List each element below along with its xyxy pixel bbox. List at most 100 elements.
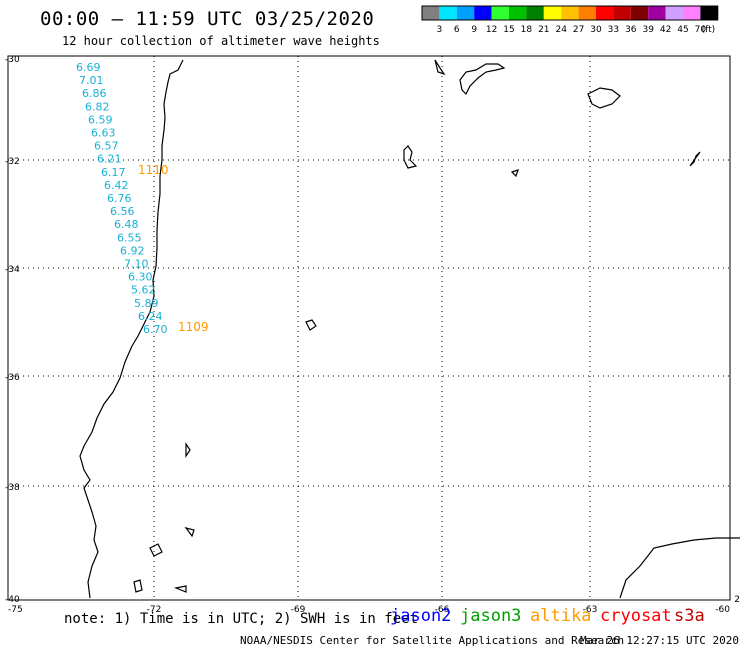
longitude-label: -63 [583, 605, 598, 615]
wave-height-value: 6.76 [107, 192, 132, 205]
landmass-right [619, 537, 740, 599]
legend-tick-label: 42 [660, 25, 671, 35]
longitude-label: -66 [435, 605, 450, 615]
legend-tick-label: 15 [503, 25, 514, 35]
longitude-label: -72 [147, 605, 162, 615]
wave-height-value: 6.17 [101, 166, 126, 179]
island-7 [305, 319, 317, 331]
legend-swatch [683, 6, 701, 20]
pass-time-label: 1110 [138, 163, 169, 177]
legend-swatch [509, 6, 527, 20]
wave-height-value: 6.42 [104, 179, 129, 192]
pass-time-label: 1109 [178, 320, 209, 334]
legend-tick-label: 30 [590, 25, 602, 35]
legend-tick-label: 18 [521, 25, 533, 35]
wave-height-value: 6.70 [143, 323, 168, 336]
legend-swatch [578, 6, 596, 20]
legend-swatch [422, 6, 440, 20]
latitude-label: -40 [5, 595, 20, 605]
legend-swatch [526, 6, 544, 20]
chile-coastline [79, 59, 184, 599]
island-6 [689, 151, 701, 167]
legend-tick-label: 27 [573, 25, 584, 35]
wave-height-value: 7.01 [79, 74, 104, 87]
island-8 [185, 442, 191, 458]
chart-subtitle: 12 hour collection of altimeter wave hei… [62, 34, 380, 48]
island-4 [403, 145, 418, 169]
wave-height-value: 5.89 [134, 297, 159, 310]
island-2 [459, 63, 506, 96]
coastline [79, 59, 740, 599]
wave-height-value: 6.69 [76, 61, 101, 74]
latitude-label: -32 [5, 157, 20, 167]
legend-tick-label: 33 [608, 25, 619, 35]
wave-height-value: 6.57 [94, 140, 119, 153]
legend-swatch [700, 6, 718, 20]
legend-tick-label: 70 [695, 25, 707, 35]
map-border [7, 55, 731, 601]
island-11 [173, 585, 187, 593]
longitude-label: -75 [8, 605, 23, 615]
color-scale-legend: 3 6 9 12 15 18 21 24 27 30 33 36 39 42 45 70(ft) [421, 5, 719, 35]
legend-border [421, 5, 719, 21]
satellite-s3a: s3a [674, 606, 705, 626]
island-12 [133, 579, 143, 593]
legend-tick-label: 24 [555, 25, 567, 35]
legend-swatch [474, 6, 492, 20]
legend-tick-label: 12 [486, 25, 497, 35]
pass-time-labels: 1110 1109 [138, 163, 209, 334]
island-1 [434, 59, 446, 76]
legend-tick-label: 45 [677, 25, 688, 35]
latitude-label: -38 [5, 483, 20, 493]
wave-height-value: 6.86 [82, 87, 107, 100]
satellite-jason3: jason3 [460, 606, 522, 626]
generated-timestamp: Mar 26 12:27:15 UTC 2020 [580, 634, 739, 647]
chart-title: 00:00 – 11:59 UTC 03/25/2020 [40, 8, 375, 30]
wave-height-value: 6.92 [120, 244, 145, 257]
corner-label: 2 [734, 595, 740, 605]
legend-tick-label: 39 [642, 25, 654, 35]
legend-swatch [561, 6, 579, 20]
wave-height-value: 6.82 [85, 100, 110, 113]
satellite-cryosat: cryosat [600, 606, 672, 626]
legend-swatch [665, 6, 683, 20]
legend-swatch [613, 6, 631, 20]
wave-height-value: 5.62 [131, 284, 156, 297]
legend-tick-label: 3 [437, 25, 443, 35]
longitude-label: -69 [291, 605, 306, 615]
legend-swatch [596, 6, 614, 20]
wave-height-value: 6.55 [117, 231, 142, 244]
island-10 [149, 543, 163, 557]
latitude-label: -36 [5, 373, 20, 383]
wave-height-value: 6.56 [110, 205, 135, 218]
legend-tick-label: 6 [454, 25, 460, 35]
wave-height-value: 6.30 [128, 271, 153, 284]
wave-height-value: 6.59 [88, 113, 113, 126]
latitude-label: -34 [5, 265, 20, 275]
wave-height-labels: 6.697.016.866.826.596.636.576.216.176.42… [76, 61, 168, 336]
legend-unit: (ft) [702, 25, 716, 35]
credit-text: NOAA/NESDIS Center for Satellite Applica… [240, 634, 625, 647]
island-9 [184, 527, 195, 538]
wave-height-value: 6.24 [138, 310, 163, 323]
legend-swatch [456, 6, 475, 20]
legend-swatch [630, 6, 649, 20]
legend-swatch [491, 6, 509, 20]
legend-swatch [648, 6, 666, 20]
island-3 [587, 87, 621, 109]
legend-swatch [439, 6, 457, 20]
latitude-label: -30 [5, 55, 20, 65]
satellite-altika: altika [530, 606, 592, 626]
satellite-jason2: jason2 [390, 606, 452, 626]
longitude-label: -60 [715, 605, 730, 615]
wave-height-value: 7.10 [124, 258, 149, 271]
wave-height-value: 6.63 [91, 127, 116, 140]
map-frame [7, 55, 731, 601]
axis-labels: -30 -32 -34 -36 -38 -40-75 -72 -69 -66 -63 -60 2 [5, 55, 740, 615]
legend-tick-label: 9 [471, 25, 477, 35]
wave-height-value: 6.21 [97, 153, 122, 166]
legend-swatch [543, 6, 562, 20]
island-5 [510, 169, 519, 178]
map-graticule [8, 56, 730, 600]
